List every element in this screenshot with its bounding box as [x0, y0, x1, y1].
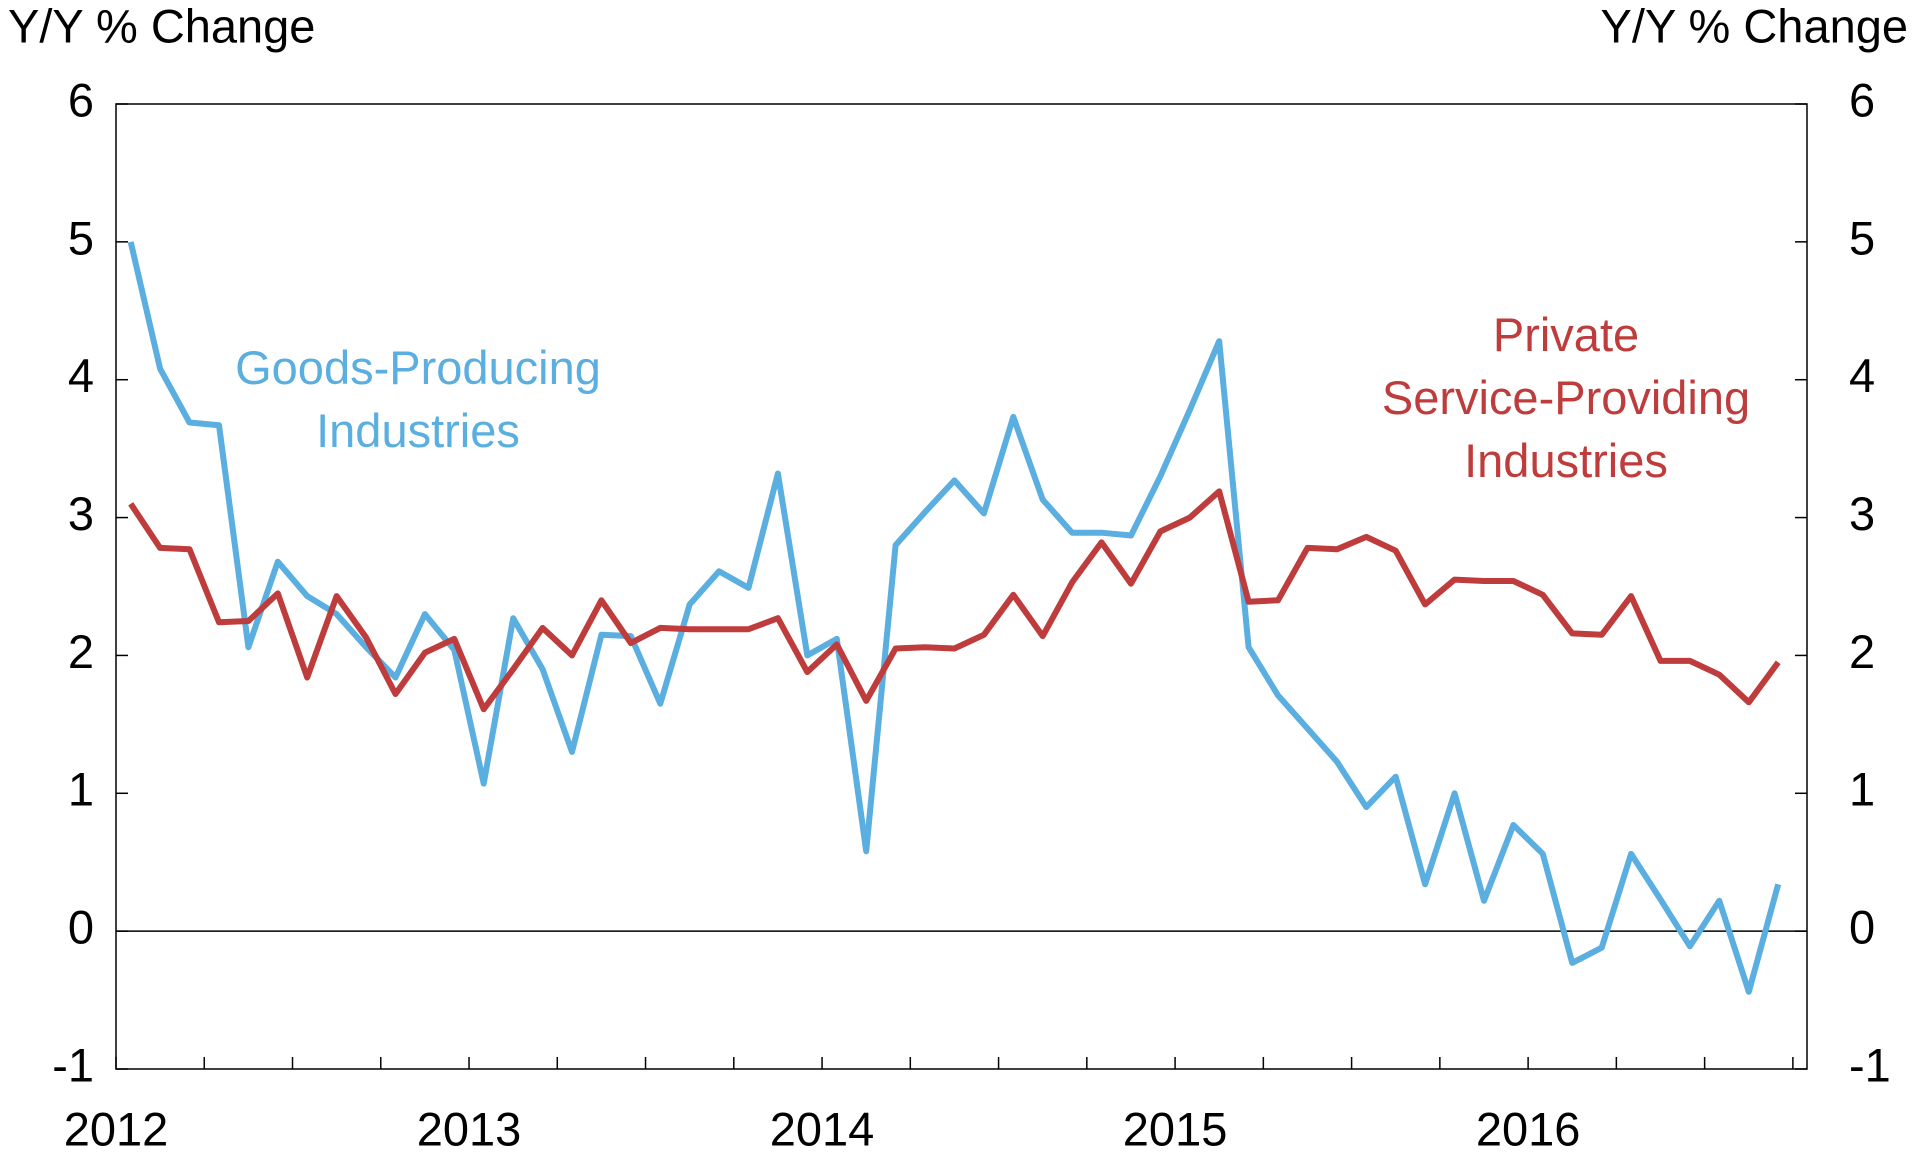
- y2-tick-label: 6: [1849, 73, 1875, 126]
- y2-tick-label: 5: [1849, 211, 1875, 264]
- y-tick-label: 6: [68, 73, 94, 126]
- y-tick-label: 3: [68, 487, 94, 540]
- y2-tick-label: 2: [1849, 625, 1875, 678]
- series-label: Private Service-Providing Industries: [1382, 308, 1750, 487]
- x-tick-label: 2014: [770, 1102, 875, 1155]
- x-tick-label: 2013: [417, 1102, 522, 1155]
- y2-tick-label: 0: [1849, 901, 1875, 954]
- y-axis-label: Y/Y % Change: [8, 0, 315, 52]
- series-line: [127, 241, 1782, 995]
- x-tick-label: 2015: [1123, 1102, 1228, 1155]
- y2-tick-label: 3: [1849, 487, 1875, 540]
- series-label: Goods-Producing Industries: [235, 341, 601, 457]
- y2-tick-label: 1: [1849, 763, 1875, 816]
- y-tick-label: -1: [52, 1038, 94, 1091]
- y-tick-label: 4: [68, 349, 94, 402]
- x-tick-label: 2016: [1476, 1102, 1581, 1155]
- y2-tick-label: 4: [1849, 349, 1875, 402]
- series-line: [128, 488, 1781, 713]
- y2-tick-label: -1: [1849, 1038, 1891, 1091]
- plot-frame: [115, 103, 1808, 1070]
- x-tick-label: 2012: [64, 1102, 169, 1155]
- y-tick-label: 2: [68, 625, 94, 678]
- y-tick-label: 0: [68, 901, 94, 954]
- y-tick-label: 1: [68, 763, 94, 816]
- y-tick-label: 5: [68, 211, 94, 264]
- y2-axis-label: Y/Y % Change: [1601, 0, 1908, 52]
